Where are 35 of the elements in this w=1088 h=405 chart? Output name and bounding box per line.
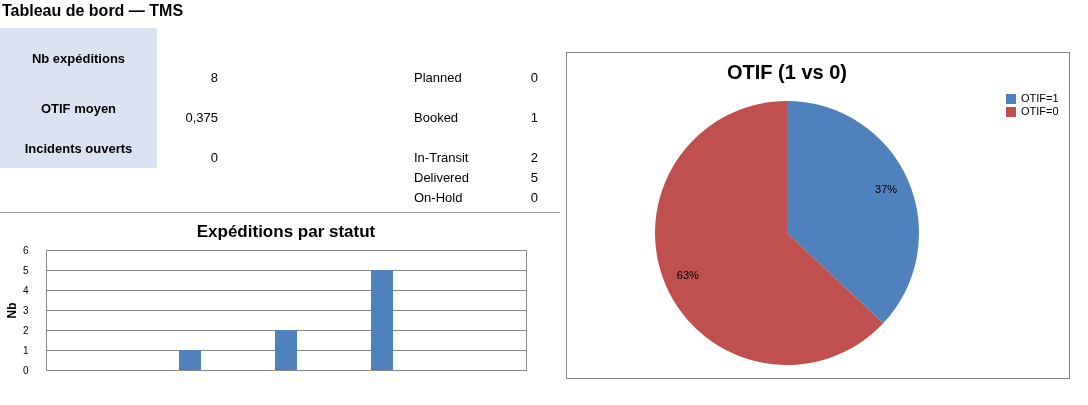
y-tick-label: 2 xyxy=(22,324,29,336)
y-tick-label: 1 xyxy=(22,344,29,356)
text: 2 xyxy=(529,150,538,165)
chart-title: OTIF (1 vs 0) xyxy=(726,61,848,83)
legend-label: OTIF=0 xyxy=(1021,105,1059,117)
text: 0 xyxy=(209,150,218,165)
bar xyxy=(371,270,393,370)
text: Delivered xyxy=(414,170,469,185)
bar xyxy=(179,350,201,370)
text: 5 xyxy=(529,170,538,185)
text: 0 xyxy=(529,190,538,205)
y-axis-title: Nb xyxy=(4,302,19,319)
text: Tableau de bord — TMS xyxy=(1,1,185,21)
chart-title: Expéditions par statut xyxy=(196,222,376,241)
legend-label: OTIF=1 xyxy=(1021,92,1059,104)
text: OTIF moyen xyxy=(0,88,157,128)
text: 0,375 xyxy=(184,110,218,125)
data-label: 63% xyxy=(676,268,700,281)
text: 1 xyxy=(529,110,538,125)
text: Nb expéditions xyxy=(0,28,157,88)
text: 0 xyxy=(529,70,538,85)
y-tick-label: 0 xyxy=(22,364,29,376)
y-tick-label: 4 xyxy=(22,284,29,296)
text: Booked xyxy=(414,110,459,125)
y-tick-label: 3 xyxy=(22,304,29,316)
text: 8 xyxy=(209,70,218,85)
y-tick-label: 6 xyxy=(22,244,29,256)
pie-slice xyxy=(787,101,919,324)
y-tick-label: 5 xyxy=(22,264,29,276)
text: Planned xyxy=(414,70,462,85)
text: Incidents ouverts xyxy=(0,128,157,168)
data-label: 37% xyxy=(875,183,898,196)
text: In-Transit xyxy=(414,150,469,165)
bar xyxy=(275,330,297,370)
text: On-Hold xyxy=(414,190,463,205)
